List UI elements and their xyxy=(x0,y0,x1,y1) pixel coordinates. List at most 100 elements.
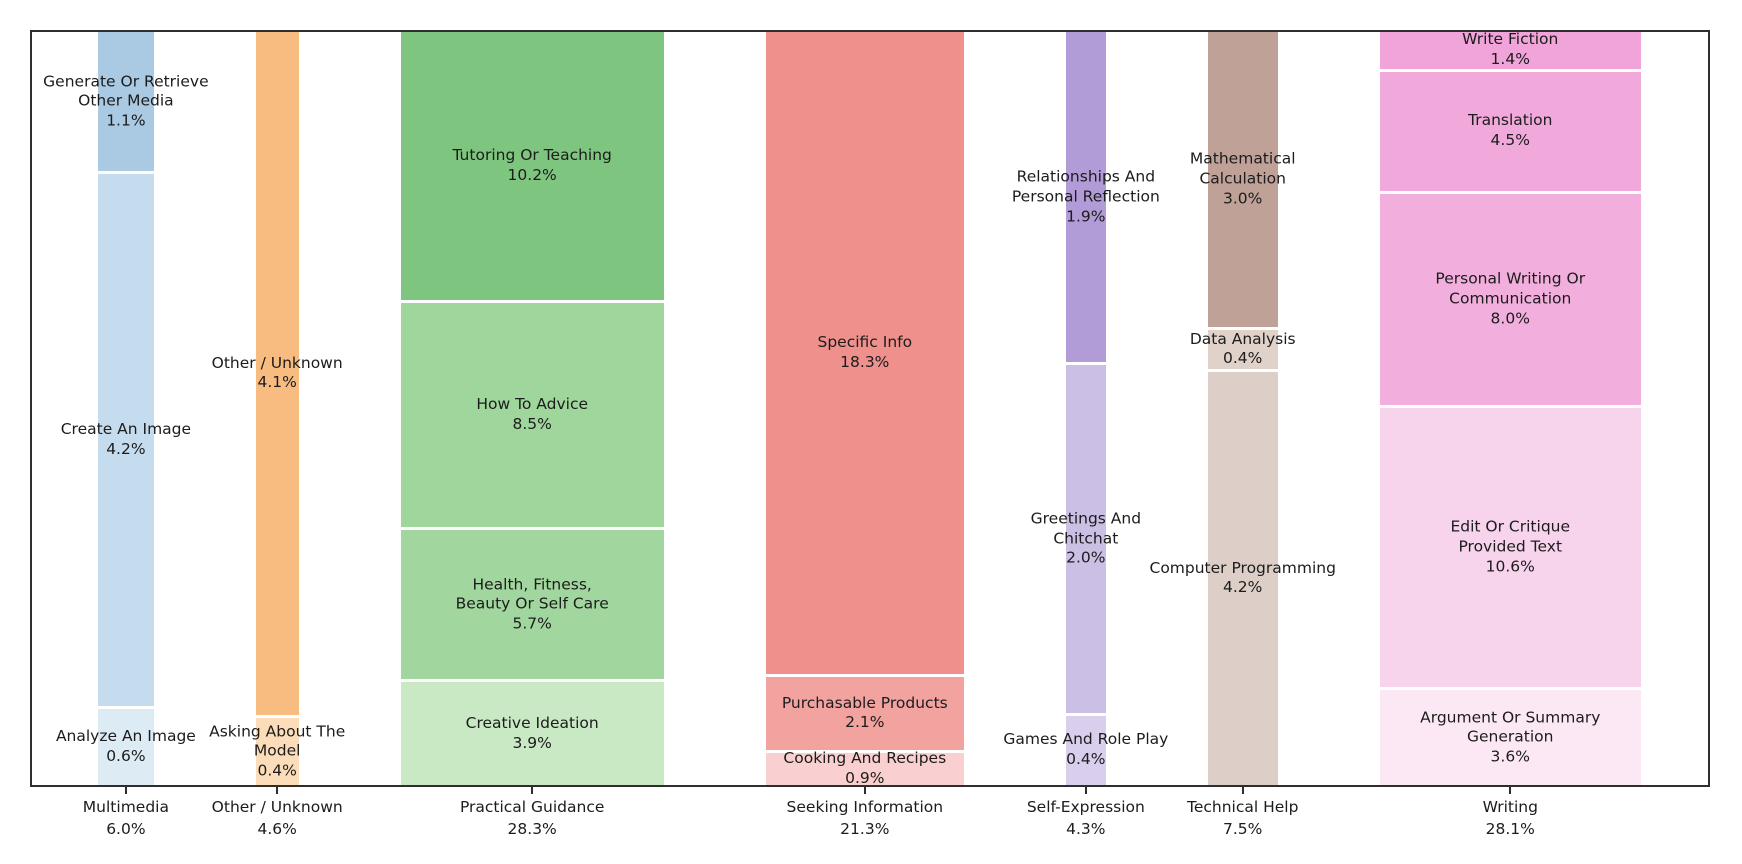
segment-label-line: Greetings And xyxy=(1030,509,1142,528)
axis-tick xyxy=(124,787,127,794)
segment-label-line: Other / Unknown xyxy=(211,353,343,372)
segment-label: Specific Info 18.3% xyxy=(818,333,913,373)
segment-pct: 3.0% xyxy=(1223,189,1263,208)
segment-label-line: Data Analysis xyxy=(1189,329,1296,348)
axis-label-practical-guidance: Practical Guidance 28.3% xyxy=(460,797,604,840)
segment-create-an-image: Create An Image 4.2% xyxy=(61,174,191,707)
segment-label: Generate Or Retrieve Other Media 1.1% xyxy=(43,72,208,131)
segment-pct: 2.1% xyxy=(845,713,885,732)
segment-pct: 3.6% xyxy=(1490,747,1530,766)
segment-label-line: Communication xyxy=(1449,289,1572,308)
segment-label: Other / Unknown 4.1% xyxy=(212,354,343,394)
segment-label-line: Other Media xyxy=(78,91,174,110)
segment-specific-info: Specific Info 18.3% xyxy=(765,32,964,674)
segment-data-analysis: Data Analysis 0.4% xyxy=(1190,330,1296,370)
segment-pct: 0.4% xyxy=(257,761,297,780)
axis-tick xyxy=(863,787,866,794)
segment-pct: 4.5% xyxy=(1490,131,1530,150)
segment-pct: 5.7% xyxy=(512,614,552,633)
segment-label-line: Health, Fitness, xyxy=(472,574,592,593)
axis-label-multimedia: Multimedia 6.0% xyxy=(83,797,169,840)
segment-personal-writing-or-communication: Personal Writing Or Communication 8.0% xyxy=(1379,193,1641,405)
column-practical-guidance: Tutoring Or Teaching 10.2% How To Advice 8.… xyxy=(400,32,664,786)
segment-tutoring-or-teaching: Tutoring Or Teaching 10.2% xyxy=(400,32,664,301)
segment-label: Cooking And Recipes 0.9% xyxy=(783,749,946,789)
segment-label: Creative Ideation 3.9% xyxy=(466,714,599,754)
segment-pct: 4.1% xyxy=(257,373,297,392)
axis-category-pct: 6.0% xyxy=(106,819,146,838)
segment-pct: 8.5% xyxy=(512,414,552,433)
chart-frame: Generate Or Retrieve Other Media 1.1% Creat… xyxy=(30,30,1710,787)
axis-category-pct: 7.5% xyxy=(1223,819,1263,838)
segment-creative-ideation: Creative Ideation 3.9% xyxy=(400,682,664,786)
segment-analyze-an-image: Analyze An Image 0.6% xyxy=(56,709,196,785)
segment-argument-or-summary-generation: Argument Or Summary Generation 3.6% xyxy=(1379,690,1641,785)
segment-label: Asking About The Model 0.4% xyxy=(209,722,345,781)
segment-edit-or-critique-provided-text: Edit Or Critique Provided Text 10.6% xyxy=(1379,407,1641,688)
segment-pct: 18.3% xyxy=(840,352,890,371)
segment-pct: 2.0% xyxy=(1066,548,1106,567)
axis-tick xyxy=(1084,787,1087,794)
axis-tick xyxy=(1509,787,1512,794)
column-other-unknown: Other / Unknown 4.1% Asking About The Model… xyxy=(209,32,345,785)
axis-category-name: Writing xyxy=(1482,798,1538,816)
segment-greetings-and-chitchat: Greetings And Chitchat 2.0% xyxy=(1031,365,1141,713)
segment-label-line: Relationships And xyxy=(1016,167,1156,186)
segment-how-to-advice: How To Advice 8.5% xyxy=(400,303,664,527)
segment-label-line: Games And Role Play xyxy=(1003,730,1169,749)
segment-pct: 0.6% xyxy=(106,747,146,766)
column-multimedia: Generate Or Retrieve Other Media 1.1% Creat… xyxy=(43,32,209,785)
segment-pct: 4.2% xyxy=(106,440,146,459)
segment-relationships-and-personal-reflection: Relationships And Personal Reflection 1.9% xyxy=(1012,32,1160,363)
segment-label-line: Calculation xyxy=(1199,169,1286,188)
axis-category-name: Practical Guidance xyxy=(459,798,605,816)
axis-category-pct: 28.1% xyxy=(1485,819,1535,838)
segment-label: Purchasable Products 2.1% xyxy=(782,694,948,734)
segment-label: Greetings And Chitchat 2.0% xyxy=(1031,509,1141,568)
axis-label-technical-help: Technical Help 7.5% xyxy=(1187,797,1298,840)
axis-category-name: Technical Help xyxy=(1187,798,1299,816)
axis-label-seeking-information: Seeking Information 21.3% xyxy=(787,797,944,840)
segment-translation: Translation 4.5% xyxy=(1379,71,1641,191)
segment-label: Write Fiction 1.4% xyxy=(1462,31,1558,71)
segment-label: Data Analysis 0.4% xyxy=(1190,330,1296,370)
segment-label-line: Generate Or Retrieve xyxy=(43,71,209,90)
segment-other-unknown: Other / Unknown 4.1% xyxy=(212,32,343,716)
segment-label: Games And Role Play 0.4% xyxy=(1003,730,1168,770)
segment-cooking-and-recipes: Cooking And Recipes 0.9% xyxy=(765,749,964,787)
segment-pct: 3.9% xyxy=(512,733,552,752)
axis-category-name: Self-Expression xyxy=(1026,798,1145,816)
segment-label: Create An Image 4.2% xyxy=(61,420,191,460)
axis-category-pct: 28.3% xyxy=(507,819,557,838)
x-axis: Multimedia 6.0% Other / Unknown 4.6% Practic… xyxy=(0,787,1742,864)
segment-label: Personal Writing Or Communication 8.0% xyxy=(1435,269,1585,328)
axis-category-pct: 4.6% xyxy=(257,819,297,838)
column-technical-help: Mathematical Calculation 3.0% Data Analysis… xyxy=(1149,32,1336,785)
segment-label-line: Generation xyxy=(1467,727,1554,746)
segment-label: Argument Or Summary Generation 3.6% xyxy=(1420,708,1600,767)
segment-label-line: Translation xyxy=(1468,111,1553,130)
axis-label-self-expression: Self-Expression 4.3% xyxy=(1027,797,1145,840)
segment-label-line: Analyze An Image xyxy=(55,727,196,746)
segment-label-line: Chitchat xyxy=(1053,528,1119,547)
segment-label: Mathematical Calculation 3.0% xyxy=(1190,150,1296,209)
axis-category-name: Other / Unknown xyxy=(211,798,343,816)
segment-generate-or-retrieve-other-media: Generate Or Retrieve Other Media 1.1% xyxy=(43,32,209,172)
segment-label: Relationships And Personal Reflection 1.9% xyxy=(1012,167,1160,226)
segment-label: Health, Fitness, Beauty Or Self Care 5.7% xyxy=(456,575,609,634)
axis-label-writing: Writing 28.1% xyxy=(1483,797,1538,840)
segment-pct: 1.9% xyxy=(1066,206,1106,225)
segment-label: Computer Programming 4.2% xyxy=(1149,559,1335,599)
segment-label-line: Write Fiction xyxy=(1462,30,1559,49)
segment-label: Edit Or Critique Provided Text 10.6% xyxy=(1450,518,1570,577)
segment-pct: 0.4% xyxy=(1066,750,1106,769)
segment-label-line: Create An Image xyxy=(60,420,192,439)
segment-pct: 0.4% xyxy=(1223,349,1263,368)
segment-label-line: Computer Programming xyxy=(1149,558,1336,577)
segment-label-line: Provided Text xyxy=(1458,537,1563,556)
segment-pct: 10.2% xyxy=(507,166,557,185)
segment-games-and-role-play: Games And Role Play 0.4% xyxy=(1003,715,1168,785)
segment-asking-about-the-model: Asking About The Model 0.4% xyxy=(209,718,345,785)
segment-label-line: Model xyxy=(253,741,301,760)
column-writing: Write Fiction 1.4% Translation 4.5% Personal… xyxy=(1379,31,1641,785)
